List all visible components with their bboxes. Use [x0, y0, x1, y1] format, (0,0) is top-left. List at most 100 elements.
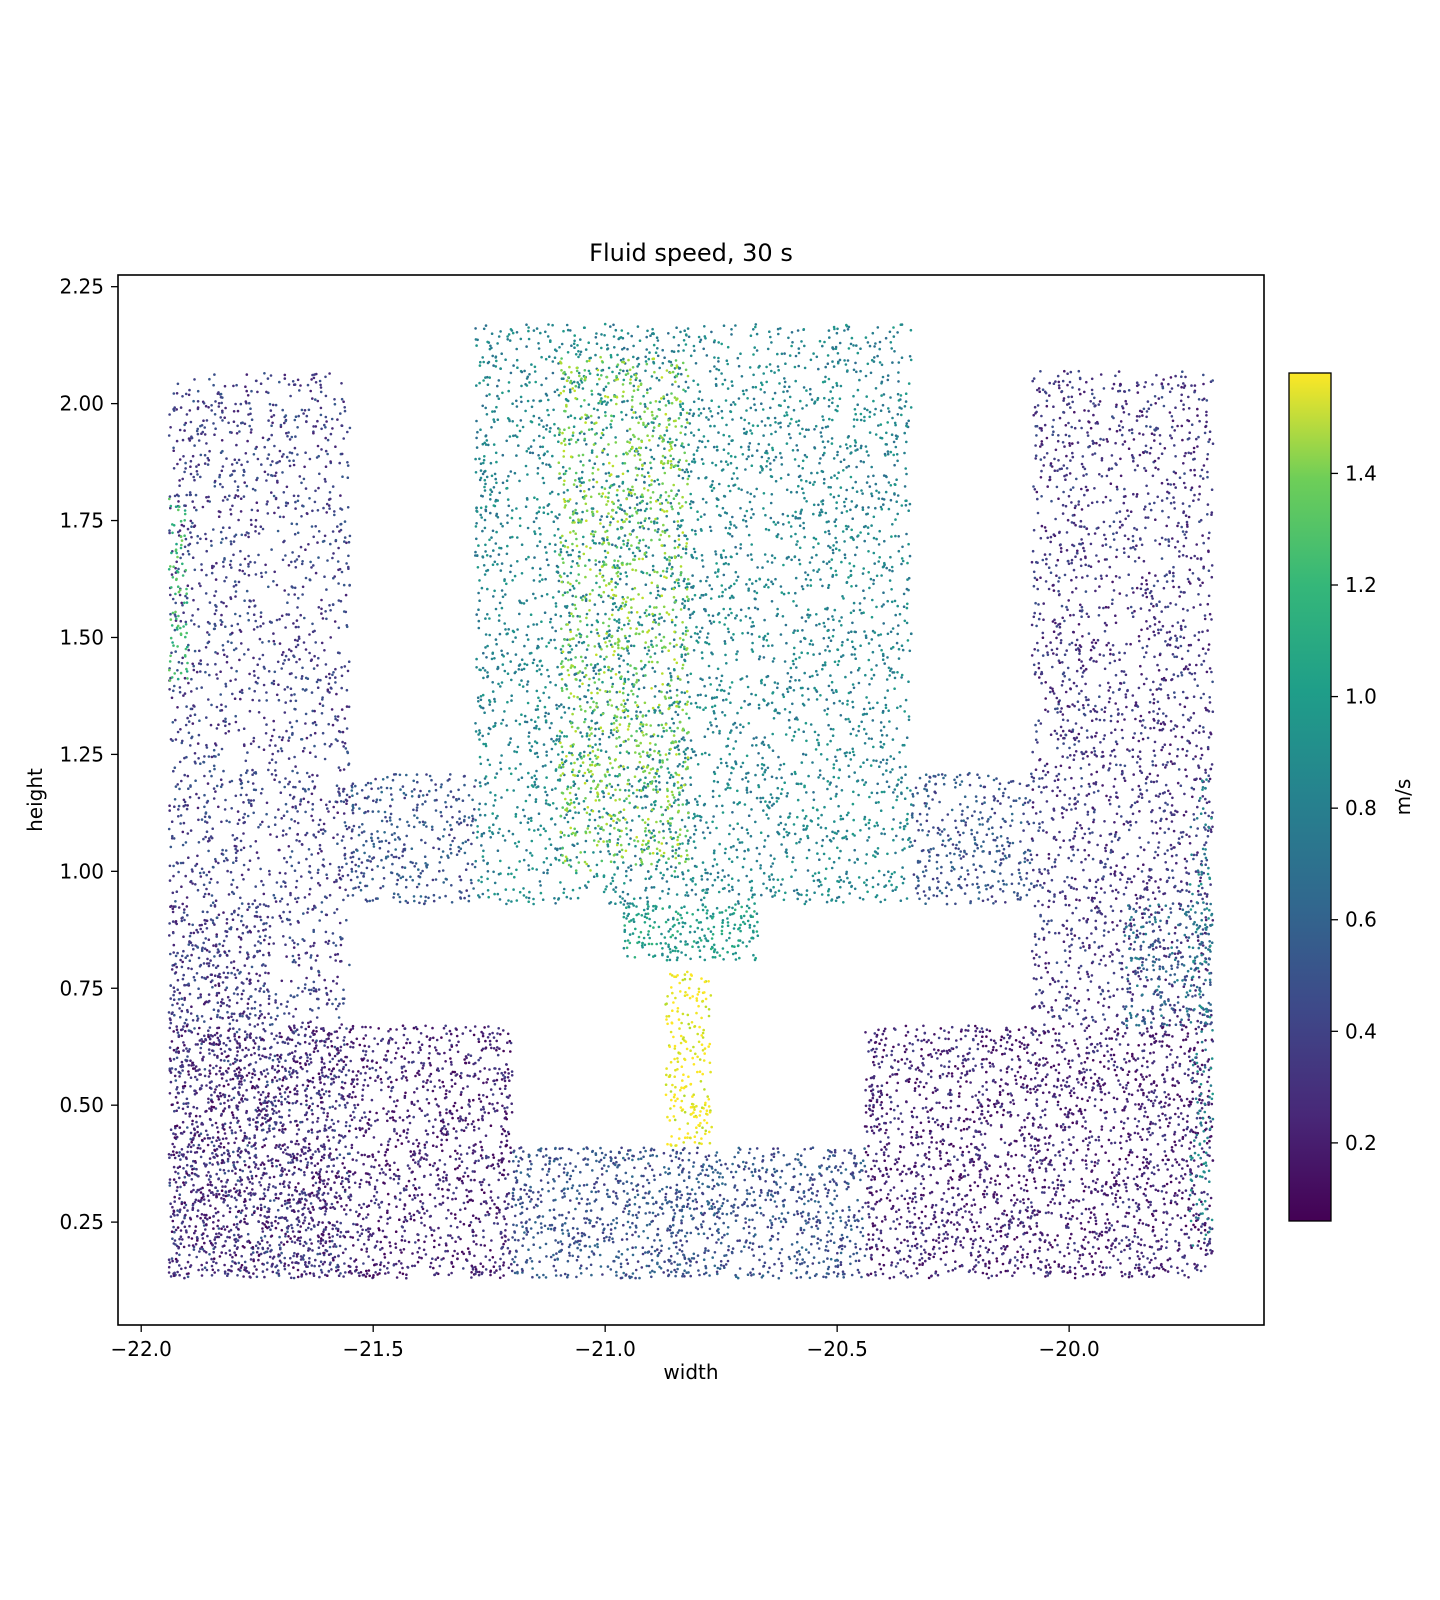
scatter-point [250, 804, 253, 808]
scatter-point [644, 877, 647, 881]
scatter-point [867, 827, 871, 830]
scatter-point [234, 678, 237, 681]
scatter-point [276, 660, 280, 664]
scatter-point [414, 862, 418, 865]
scatter-point [287, 593, 290, 596]
scatter-point [274, 1018, 278, 1021]
scatter-point [538, 434, 541, 438]
scatter-point [706, 888, 710, 891]
scatter-point [746, 397, 749, 400]
scatter-point [228, 780, 232, 784]
scatter-point [222, 1225, 225, 1228]
scatter-point [343, 406, 347, 409]
scatter-point [309, 733, 313, 737]
scatter-point [490, 657, 494, 661]
scatter-point [897, 647, 901, 651]
scatter-point [547, 675, 550, 678]
scatter-point [261, 527, 265, 531]
scatter-point [485, 394, 489, 398]
scatter-point [401, 785, 405, 788]
scatter-point [312, 376, 316, 380]
scatter-point [532, 329, 536, 332]
scatter-point [394, 855, 398, 859]
scatter-point [238, 658, 241, 662]
scatter-point [237, 1261, 241, 1265]
scatter-point [226, 1059, 230, 1063]
scatter-point [586, 701, 589, 704]
scatter-point [278, 780, 281, 784]
scatter-point [662, 729, 666, 733]
scatter-point [176, 462, 179, 466]
scatter-point [605, 479, 608, 483]
scatter-point [215, 935, 218, 938]
scatter-point [199, 584, 202, 588]
scatter-point [170, 1153, 173, 1157]
scatter-point [348, 963, 351, 967]
scatter-point [516, 628, 519, 631]
scatter-point [278, 642, 282, 645]
scatter-point [195, 687, 199, 690]
scatter-point [401, 850, 405, 853]
scatter-point [394, 848, 398, 851]
scatter-point [307, 1021, 310, 1025]
scatter-point [238, 628, 242, 632]
scatter-point [391, 778, 395, 782]
scatter-point [200, 1015, 204, 1018]
scatter-point [424, 899, 427, 903]
scatter-point [424, 800, 427, 803]
scatter-point [304, 576, 308, 580]
scatter-point [223, 384, 227, 388]
scatter-point [263, 667, 266, 670]
scatter-point [792, 734, 796, 738]
scatter-point [744, 615, 748, 618]
scatter-point [311, 509, 314, 513]
scatter-point [338, 869, 342, 872]
scatter-point [303, 1219, 306, 1222]
scatter-point [187, 1244, 191, 1247]
scatter-point [243, 653, 246, 656]
scatter-point [286, 434, 289, 438]
scatter-point [296, 606, 299, 609]
scatter-point [764, 513, 767, 517]
scatter-point [728, 489, 732, 493]
scatter-point [364, 783, 368, 787]
scatter-point [676, 765, 680, 768]
scatter-point [187, 681, 190, 685]
scatter-point [341, 475, 344, 479]
scatter-point [200, 1042, 203, 1046]
scatter-point [214, 984, 217, 987]
scatter-point [486, 758, 490, 762]
scatter-point [178, 690, 182, 694]
scatter-point [709, 597, 713, 600]
scatter-point [246, 953, 250, 956]
scatter-point [303, 465, 306, 469]
scatter-point [748, 442, 752, 445]
scatter-point [188, 491, 192, 494]
scatter-point [284, 626, 287, 629]
scatter-point [246, 439, 249, 443]
scatter-point [178, 1007, 181, 1010]
scatter-point [338, 792, 341, 795]
scatter-point [238, 430, 241, 433]
scatter-point [181, 1090, 184, 1094]
scatter-point [482, 651, 485, 655]
scatter-point [260, 1128, 264, 1132]
scatter-point [496, 814, 499, 818]
scatter-point [244, 759, 248, 763]
scatter-points [167, 322, 1215, 1280]
scatter-point [555, 703, 558, 707]
scatter-point [186, 1126, 189, 1129]
scatter-point [393, 838, 397, 841]
scatter-point [294, 415, 298, 419]
scatter-point [265, 723, 268, 726]
scatter-point [192, 598, 195, 602]
scatter-point [283, 1256, 287, 1260]
scatter-point [186, 832, 190, 835]
scatter-point [542, 425, 545, 429]
scatter-point [572, 801, 576, 804]
scatter-point [216, 1210, 220, 1214]
scatter-point [678, 763, 681, 766]
scatter-point [339, 769, 342, 772]
scatter-point [306, 383, 310, 387]
scatter-point [585, 663, 589, 667]
